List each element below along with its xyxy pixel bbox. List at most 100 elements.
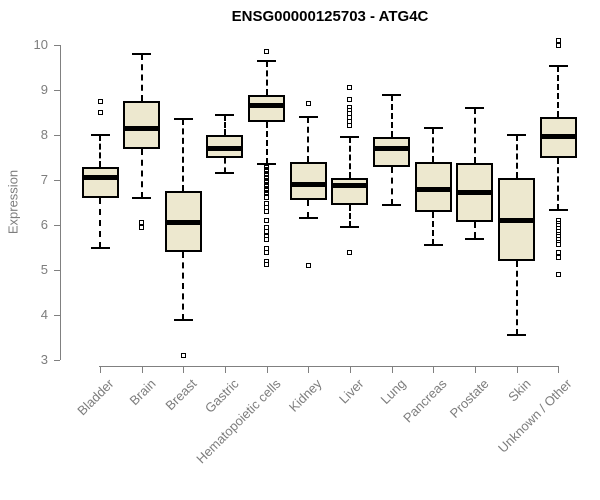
outlier-point (347, 122, 353, 128)
median-bar (541, 133, 575, 139)
upper-whisker (473, 108, 476, 163)
x-tick (349, 366, 351, 373)
x-tick (183, 366, 185, 373)
outlier-point (264, 262, 270, 268)
lower-whisker-cap (132, 197, 152, 199)
y-tick (54, 315, 60, 316)
y-tick (54, 270, 60, 271)
iqr-box (81, 166, 119, 198)
lower-whisker (307, 200, 310, 219)
outlier-point (555, 249, 561, 255)
median-bar (125, 125, 159, 131)
upper-whisker-cap (465, 107, 485, 109)
outlier-point (264, 49, 270, 55)
lower-whisker (182, 252, 185, 320)
median-bar (83, 175, 117, 181)
outlier-point (264, 209, 270, 214)
x-tick (308, 366, 310, 373)
upper-whisker (182, 119, 185, 192)
x-tick (516, 366, 518, 373)
x-tick (224, 366, 226, 373)
lower-whisker-cap (507, 334, 526, 337)
upper-whisker (432, 128, 435, 162)
x-tick (474, 366, 476, 373)
outlier-point (555, 42, 561, 48)
lower-whisker (473, 221, 476, 239)
y-tick (54, 180, 60, 181)
x-tick (433, 366, 435, 373)
y-tick (54, 135, 60, 136)
outlier-point (305, 101, 311, 106)
y-tick-label: 5 (40, 262, 48, 277)
outlier-point (555, 254, 561, 260)
upper-whisker-cap (423, 127, 443, 130)
upper-whisker-cap (215, 113, 235, 116)
outlier-point (555, 272, 561, 277)
iqr-box (414, 162, 452, 212)
lower-whisker (140, 148, 143, 198)
upper-whisker (557, 66, 560, 117)
y-tick-label: 7 (40, 172, 48, 187)
upper-whisker (265, 60, 268, 95)
outlier-point (264, 236, 270, 242)
lower-whisker (557, 157, 560, 211)
x-tick (141, 366, 143, 373)
outlier-point (264, 195, 270, 201)
median-bar (416, 187, 450, 193)
median-bar (166, 220, 200, 226)
outlier-point (305, 263, 311, 268)
outlier-point (347, 96, 353, 102)
y-axis-line (60, 45, 61, 360)
x-tick (100, 366, 101, 373)
outlier-point (97, 110, 103, 115)
lower-whisker-cap (257, 163, 277, 166)
chart-title: ENSG00000125703 - ATG4C (231, 8, 429, 25)
upper-whisker (223, 114, 226, 135)
median-bar (458, 190, 492, 196)
lower-whisker-cap (298, 217, 318, 220)
lower-whisker-cap (215, 172, 235, 175)
lower-whisker-cap (382, 203, 402, 206)
x-axis-line (99, 366, 559, 367)
lower-whisker (99, 198, 101, 248)
lower-whisker (515, 261, 518, 336)
upper-whisker-cap (257, 59, 277, 62)
lower-whisker-cap (90, 246, 110, 249)
upper-whisker (140, 54, 143, 102)
lower-whisker-cap (173, 318, 193, 321)
y-tick (54, 360, 60, 361)
y-tick-label: 3 (40, 352, 48, 367)
lower-whisker (265, 121, 268, 165)
iqr-box (373, 137, 411, 167)
outlier-point (139, 224, 145, 230)
upper-whisker-cap (298, 116, 318, 118)
x-tick (391, 366, 393, 373)
outlier-point (347, 249, 353, 255)
upper-whisker (348, 137, 351, 178)
iqr-box (289, 162, 327, 201)
upper-whisker-cap (382, 93, 402, 96)
y-tick-label: 6 (40, 217, 48, 232)
median-bar (333, 182, 367, 188)
outlier-point (180, 353, 186, 358)
outlier-point (97, 98, 103, 104)
y-tick (54, 90, 60, 91)
median-bar (500, 218, 533, 223)
iqr-box (331, 177, 369, 205)
y-tick (54, 225, 60, 226)
upper-whisker-cap (507, 134, 526, 136)
y-tick (54, 45, 60, 46)
outlier-point (264, 218, 270, 223)
lower-whisker (223, 157, 226, 174)
y-tick-label: 10 (33, 37, 48, 52)
y-tick-label: 8 (40, 127, 48, 142)
median-bar (208, 146, 242, 151)
upper-whisker (307, 117, 310, 162)
upper-whisker-cap (90, 134, 110, 136)
outlier-point (555, 242, 561, 248)
x-tick (266, 366, 268, 373)
upper-whisker-cap (132, 53, 152, 55)
lower-whisker-cap (423, 244, 443, 247)
x-tick (558, 366, 560, 373)
